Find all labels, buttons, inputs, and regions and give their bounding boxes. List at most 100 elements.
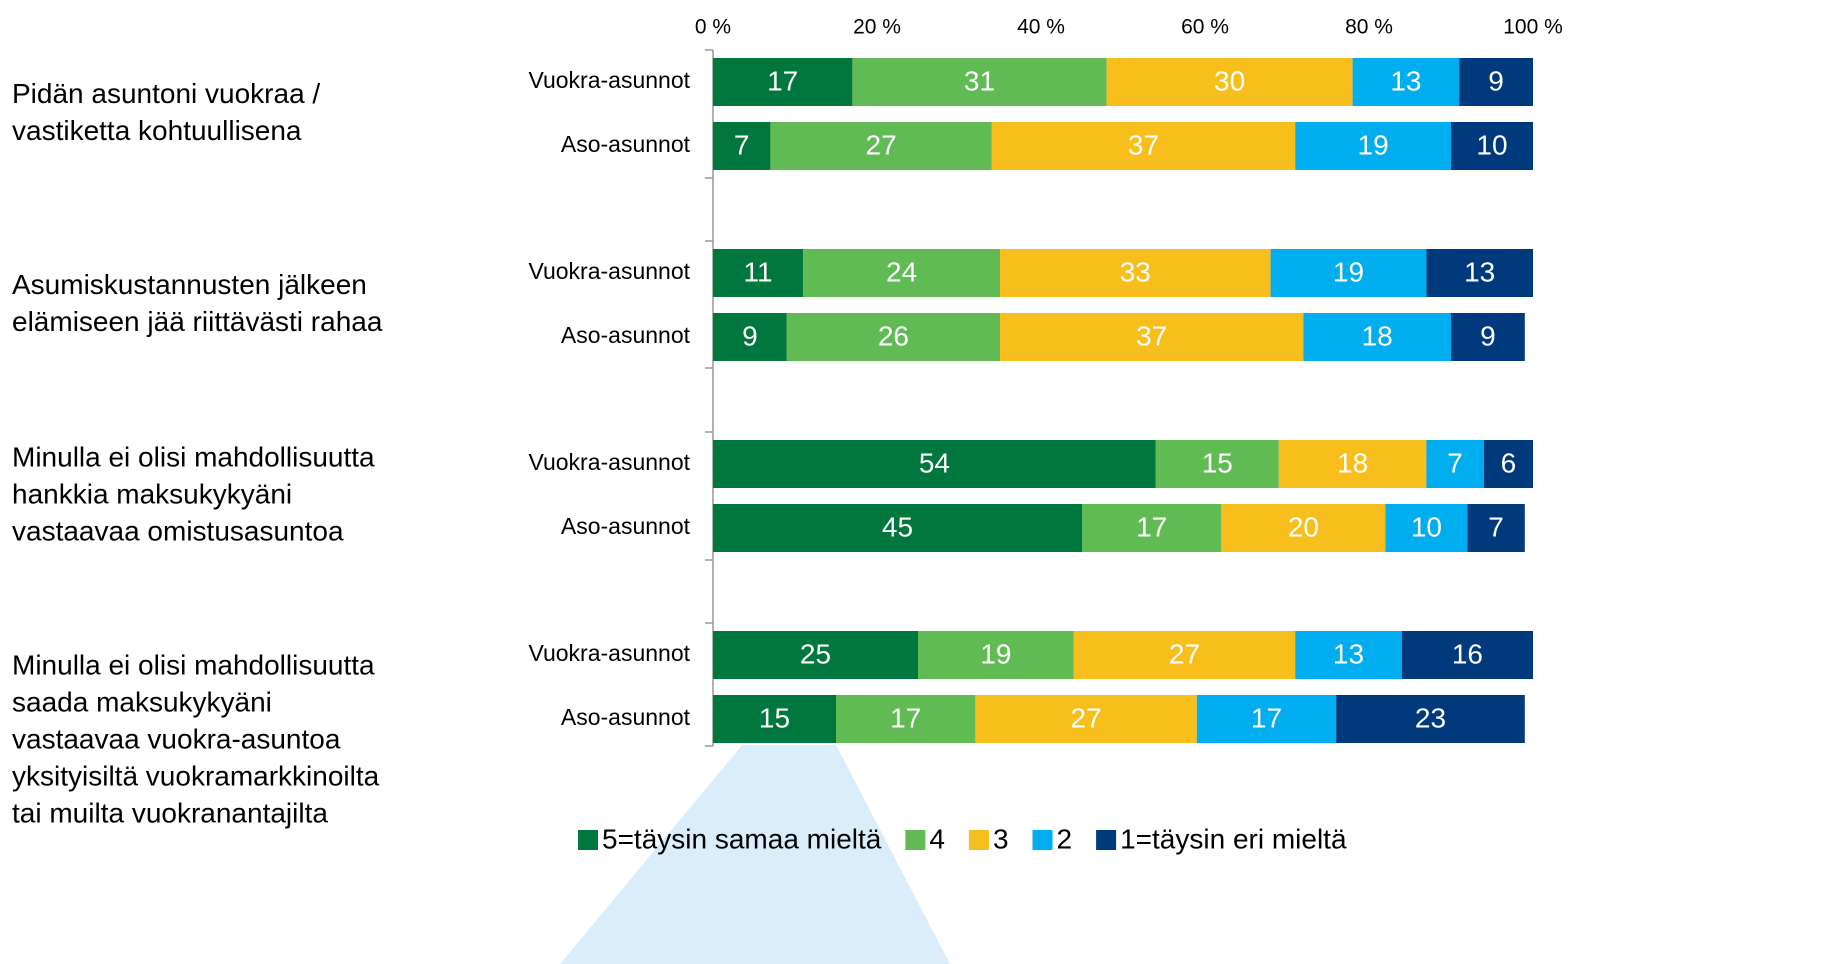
bar-segment xyxy=(1082,504,1222,552)
bar-segment xyxy=(1106,58,1353,106)
bar-segment xyxy=(991,122,1296,170)
bar-segment xyxy=(713,122,771,170)
bar-segment xyxy=(1426,249,1533,297)
bar-segment xyxy=(1073,631,1296,679)
bar-segment xyxy=(1352,58,1460,106)
y-tick-label: Vuokra-asunnot xyxy=(528,640,690,666)
bar-segment xyxy=(1385,504,1468,552)
bar-segment xyxy=(1196,695,1337,743)
y-tick-label: Aso-asunnot xyxy=(561,513,691,539)
value-label: 15 xyxy=(1202,447,1233,478)
value-label: 45 xyxy=(882,511,913,542)
legend-swatch xyxy=(905,830,926,850)
bar-segment xyxy=(852,58,1107,106)
group-label: Pidän asuntoni vuokraa / xyxy=(12,78,320,109)
bar-segment xyxy=(1336,695,1525,743)
bar-segment xyxy=(713,631,918,679)
value-label: 9 xyxy=(742,320,758,351)
value-label: 24 xyxy=(886,256,917,287)
y-tick-label: Vuokra-asunnot xyxy=(528,258,690,284)
y-tick-label: Vuokra-asunnot xyxy=(528,67,690,93)
value-label: 7 xyxy=(1447,447,1463,478)
group-label: elämiseen jää riittävästi rahaa xyxy=(12,306,383,337)
group-label: saada maksukykyäni xyxy=(12,686,272,717)
bar-segment xyxy=(1451,313,1525,361)
value-label: 27 xyxy=(866,129,897,160)
bar-segment xyxy=(836,695,976,743)
x-tick-label: 40 % xyxy=(1017,16,1065,39)
bar-segment xyxy=(1401,631,1533,679)
bar-segment xyxy=(1303,313,1451,361)
bar-segment xyxy=(1295,122,1451,170)
group-label: vastiketta kohtuullisena xyxy=(12,115,302,146)
group-label: tai muilta vuokranantajilta xyxy=(12,797,328,828)
value-label: 54 xyxy=(919,447,950,478)
group-label: vastaavaa vuokra-asuntoa xyxy=(12,723,341,754)
bar-segment xyxy=(975,695,1197,743)
value-label: 13 xyxy=(1333,638,1364,669)
bar-segment xyxy=(803,249,1000,297)
bar-segment xyxy=(1459,58,1533,106)
legend-label: 4 xyxy=(929,823,945,854)
bar-segment xyxy=(918,631,1074,679)
value-label: 31 xyxy=(964,65,995,96)
x-tick-label: 80 % xyxy=(1345,16,1393,39)
value-label: 33 xyxy=(1120,256,1151,287)
group-label: yksityisiltä vuokramarkkinoilta xyxy=(12,760,380,791)
value-label: 19 xyxy=(1333,256,1364,287)
legend-swatch xyxy=(968,830,989,850)
value-label: 18 xyxy=(1337,447,1368,478)
bar-segment xyxy=(713,58,853,106)
value-label: 37 xyxy=(1136,320,1167,351)
value-label: 17 xyxy=(767,65,798,96)
group-label: Minulla ei olisi mahdollisuutta xyxy=(12,649,375,680)
value-label: 30 xyxy=(1214,65,1245,96)
y-tick-label: Vuokra-asunnot xyxy=(528,449,690,475)
bar-segment xyxy=(1000,249,1271,297)
value-label: 17 xyxy=(890,702,921,733)
bar-segment xyxy=(713,313,787,361)
x-tick-label: 20 % xyxy=(853,16,901,39)
bar-segment xyxy=(770,122,992,170)
value-label: 9 xyxy=(1480,320,1496,351)
y-tick-label: Aso-asunnot xyxy=(561,322,691,348)
value-label: 13 xyxy=(1464,256,1495,287)
bar-segment xyxy=(1451,122,1533,170)
bar-segment xyxy=(1270,249,1427,297)
bar-segment xyxy=(713,249,804,297)
value-label: 27 xyxy=(1071,702,1102,733)
value-label: 20 xyxy=(1288,511,1319,542)
bar-segment xyxy=(1278,440,1427,488)
group-label: Asumiskustannusten jälkeen xyxy=(12,269,367,300)
legend-swatch xyxy=(1032,830,1053,850)
y-tick-label: Aso-asunnot xyxy=(561,704,691,730)
x-tick-label: 60 % xyxy=(1181,16,1229,39)
bar-segment xyxy=(713,440,1156,488)
bar-segment xyxy=(713,695,836,743)
value-label: 16 xyxy=(1452,638,1483,669)
value-label: 37 xyxy=(1128,129,1159,160)
value-label: 17 xyxy=(1251,702,1282,733)
bar-segment xyxy=(1295,631,1402,679)
bar-segment xyxy=(713,504,1082,552)
bar-segment xyxy=(1155,440,1279,488)
bar-segment xyxy=(786,313,1000,361)
value-label: 17 xyxy=(1136,511,1167,542)
x-tick-label: 100 % xyxy=(1503,16,1563,39)
legend-label: 5=täysin samaa mieltä xyxy=(602,823,882,854)
value-label: 18 xyxy=(1362,320,1393,351)
value-label: 27 xyxy=(1169,638,1200,669)
value-label: 26 xyxy=(878,320,909,351)
value-label: 25 xyxy=(800,638,831,669)
bar-segment xyxy=(1221,504,1386,552)
x-tick-label: 0 % xyxy=(695,16,731,39)
value-label: 7 xyxy=(1488,511,1504,542)
bar-segment xyxy=(1483,440,1533,488)
value-label: 9 xyxy=(1488,65,1504,96)
value-label: 13 xyxy=(1390,65,1421,96)
value-label: 19 xyxy=(1358,129,1389,160)
legend-label: 3 xyxy=(993,823,1009,854)
callout xyxy=(560,745,950,964)
value-label: 15 xyxy=(759,702,790,733)
